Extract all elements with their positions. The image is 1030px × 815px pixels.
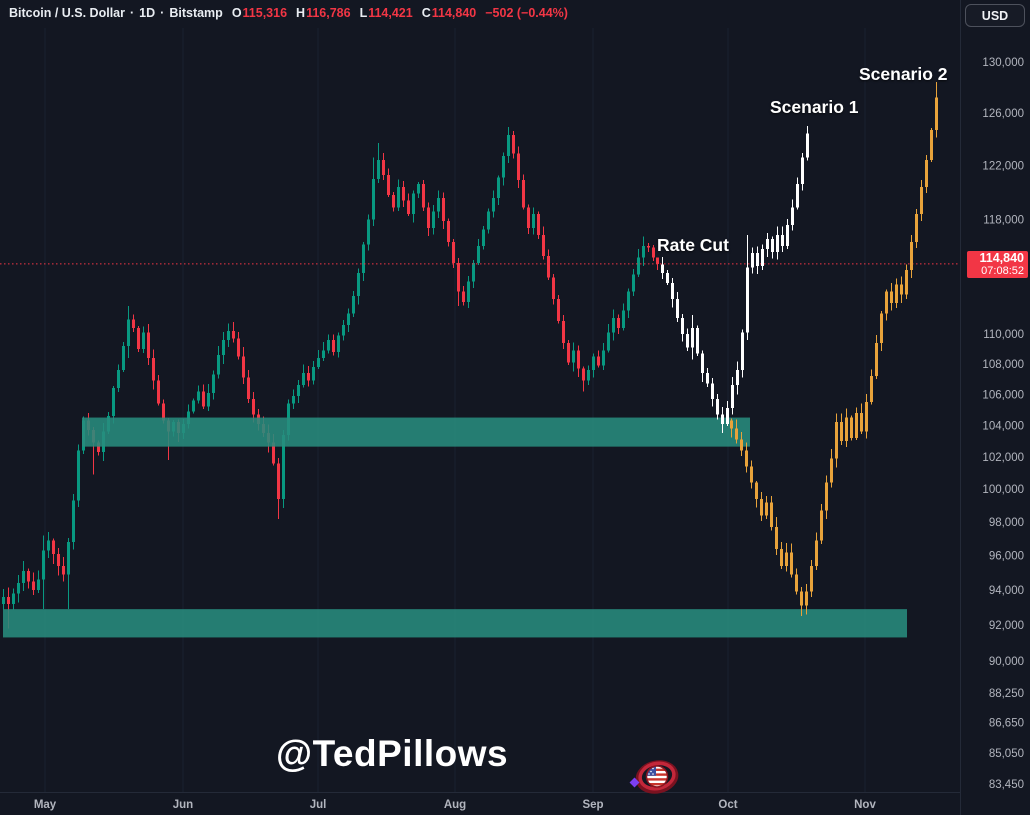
candle-close-countdown: 07:08:52 [981, 265, 1024, 277]
annotation-scenario-1[interactable]: Scenario 1 [770, 97, 859, 117]
current-price-badge: 114,840 07:08:52 [967, 251, 1028, 278]
price-axis-label: 96,000 [989, 551, 1024, 563]
annotation-rate-cut[interactable]: Rate Cut [657, 235, 729, 255]
time-axis-label: Sep [582, 799, 603, 811]
ohlc-close: C114,840 [421, 6, 477, 20]
price-axis[interactable]: 130,000 126,000 122,000 118,000 110,000 108,0… [982, 57, 1024, 791]
currency-toggle-button[interactable]: USD [965, 4, 1025, 27]
price-axis-label: 92,000 [989, 620, 1024, 632]
symbol-header: Bitcoin / U.S. Dollar · 1D · Bitstamp O1… [9, 6, 568, 20]
time-axis[interactable]: May Jun Jul Aug Sep Oct Nov [34, 799, 877, 811]
ohlc-high: H116,786 [296, 6, 351, 20]
time-axis-label: Jul [310, 799, 327, 811]
price-axis-label: 118,000 [983, 215, 1024, 227]
price-axis-label: 100,000 [982, 484, 1024, 496]
time-axis-label: Oct [718, 799, 737, 811]
annotation-scenario-2[interactable]: Scenario 2 [859, 64, 948, 84]
price-axis-label: 130,000 [982, 57, 1024, 69]
price-axis-label: 98,000 [989, 517, 1024, 529]
price-axis-label: 126,000 [982, 108, 1024, 120]
price-axis-label: 86,650 [989, 718, 1024, 730]
ohlc-low: L114,421 [359, 6, 413, 20]
price-axis-label: 104,000 [982, 420, 1024, 432]
time-axis-label: May [34, 799, 57, 811]
candlestick-series-scenario-1 [661, 125, 809, 434]
separator-dot: · [160, 6, 165, 20]
support-zone-lower[interactable] [3, 609, 907, 638]
price-axis-label: 88,250 [989, 688, 1024, 700]
time-axis-label: Nov [854, 799, 876, 811]
current-price-value: 114,840 [979, 251, 1025, 265]
price-axis-label: 106,000 [982, 389, 1024, 401]
ted-pillows-logo-icon [629, 755, 681, 801]
price-axis-label: 83,450 [989, 779, 1024, 791]
candlestick-series-scenario-2 [730, 82, 938, 617]
price-axis-label: 85,050 [989, 748, 1024, 760]
support-zone-upper[interactable] [82, 417, 750, 447]
ohlc-open: O115,316 [231, 6, 288, 20]
price-axis-label: 102,000 [982, 452, 1024, 464]
watermark: @TedPillows [276, 733, 509, 774]
separator-dot: · [130, 6, 135, 20]
price-axis-label: 110,000 [983, 329, 1024, 341]
price-axis-label: 90,000 [989, 656, 1024, 668]
time-axis-label: Aug [444, 799, 466, 811]
price-axis-label: 108,000 [982, 359, 1024, 371]
candlestick-series-history [2, 127, 659, 629]
time-axis-label: Jun [173, 799, 193, 811]
timeframe-label[interactable]: 1D [139, 6, 156, 20]
exchange-label: Bitstamp [169, 6, 223, 20]
price-axis-label: 94,000 [989, 585, 1024, 597]
price-axis-label: 122,000 [982, 160, 1024, 172]
symbol-title[interactable]: Bitcoin / U.S. Dollar [9, 6, 125, 20]
price-change: −502 (−0.44%) [485, 6, 568, 20]
